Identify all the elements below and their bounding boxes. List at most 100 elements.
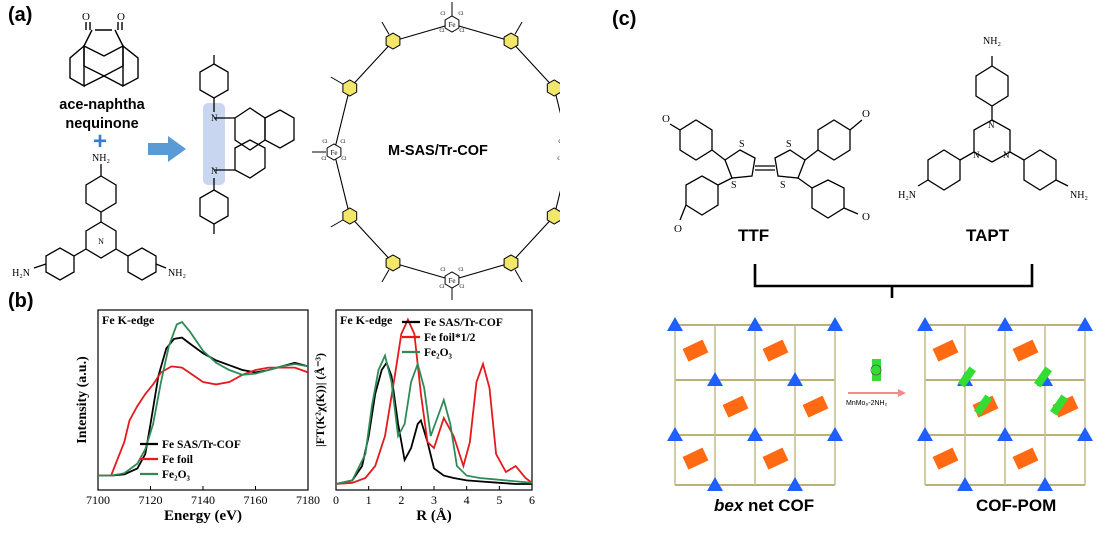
cl-label: Cl (439, 284, 445, 290)
ttf-block (1012, 447, 1039, 470)
aldehyde-o: O (862, 108, 870, 120)
fe-label: Fe (449, 277, 456, 285)
fe-label: Fe (449, 21, 456, 29)
triazine-ring (503, 254, 519, 272)
cof-bond (349, 215, 394, 264)
legend-label: Fe SAS/Tr-COF (162, 439, 241, 451)
triazine-ring (385, 254, 401, 272)
amine-left-label: H₂N (12, 268, 30, 279)
cof-bond (451, 262, 512, 281)
highlight-box (203, 103, 225, 185)
series-line (335, 317, 533, 485)
reagent-name-line1: ace-naphtha (59, 97, 145, 113)
cof-bond (451, 23, 512, 42)
fe-label: Fe (331, 149, 338, 157)
triazine-node (667, 427, 683, 441)
aldehyde-o: O (862, 211, 870, 223)
reaction-arrow (148, 136, 186, 162)
triazine-node (707, 372, 723, 386)
cof-bond (392, 262, 453, 281)
series-line (98, 336, 309, 477)
pom-cluster (957, 366, 977, 388)
cof-bond (510, 215, 555, 264)
series-line (335, 360, 532, 485)
pom-cluster (872, 359, 881, 381)
fe-site (444, 15, 460, 33)
cof-pom-label: COF-POM (976, 496, 1057, 515)
x-tick-label: 7160 (244, 493, 268, 507)
y-axis-title: |FT(K²χ(K))| (Å⁻³) (313, 353, 327, 447)
panel-c-monomers: S S S S O O O O NH₂ H₂N NH₂ N N N (662, 36, 1088, 298)
triazine-node (997, 317, 1013, 331)
x-axis-title: Energy (eV) (164, 508, 242, 524)
tapt-amine-right: NH₂ (1070, 190, 1088, 201)
triazine-n: N (973, 150, 980, 160)
cof-branch (330, 76, 344, 85)
x-tick-label: 1 (366, 493, 372, 507)
plus-sign: + (93, 128, 108, 155)
cof-branch (381, 21, 390, 35)
triazine-node (997, 427, 1013, 441)
cof-bond (510, 40, 555, 89)
x-tick-label: 0 (333, 493, 339, 507)
pom-cluster (1049, 394, 1069, 416)
ttf-block (762, 447, 789, 470)
ttf-block (722, 395, 749, 418)
triazine-node (917, 317, 933, 331)
ttf-block (932, 447, 959, 470)
x-tick-label: 7180 (296, 493, 320, 507)
legend-label: Fe SAS/Tr-COF (424, 317, 503, 329)
ttf-block (932, 339, 959, 362)
cof-bond (392, 23, 453, 42)
series-line (98, 320, 309, 477)
exafs-plot: 0 1 2 3 4 5 6 Fe K-edge R (Å) |FT(K²χ(K))| (Å⁻³) F… (313, 309, 535, 524)
cl-label: Cl (341, 156, 347, 162)
cl-label: Cl (459, 284, 465, 290)
xanes-plot: 7100 7120 7140 7160 7180 Fe K-edge Energy (eV)… (75, 309, 320, 524)
x-tick-label: 3 (431, 493, 437, 507)
x-axis-title: R (Å) (416, 508, 451, 524)
combination-brace (753, 264, 1034, 298)
cof-triazine-nodes: FeClClClClFeClClClClFeClClClClFeClClClCl (312, 2, 560, 300)
cl-label: Cl (558, 139, 560, 145)
tapt-structure-a (33, 164, 167, 281)
triazine-ring (342, 79, 358, 97)
series-line (335, 352, 533, 485)
framework-label: M-SAS/Tr-COF (388, 143, 488, 159)
fe-site (326, 143, 342, 161)
legend-label: Fe foil*1/2 (424, 332, 476, 344)
cof-bond (333, 87, 351, 153)
edge-label: Fe K-edge (340, 313, 393, 327)
bex-net-cof-label: bex net COF (714, 496, 814, 516)
panel-a-scheme: O O NH₂ H₂N NH₂ N N N (12, 2, 560, 300)
imine-n-label: N (211, 166, 218, 176)
cl-label: Cl (458, 11, 464, 17)
triazine-n: N (98, 237, 104, 246)
sulfur-label: S (731, 180, 737, 191)
panel-label-a: (a) (8, 4, 33, 26)
triazine-node (957, 477, 973, 491)
triazine-node (787, 477, 803, 491)
cl-label: Cl (440, 267, 446, 273)
edge-label: Fe K-edge (102, 313, 155, 327)
aldehyde-o: O (662, 113, 670, 125)
reagent-name-line2: nequinone (65, 116, 139, 132)
legend-label: Fe₂O₃ (162, 469, 191, 481)
ttf-block (1052, 395, 1079, 418)
pom-loading-arrow (848, 359, 906, 397)
series-line (98, 365, 309, 477)
cl-label: Cl (557, 156, 560, 162)
cof-bond (553, 190, 560, 217)
cof-branch (330, 219, 344, 228)
legend-label: Fe foil (162, 454, 193, 466)
ttf-block (762, 339, 789, 362)
cof-bond (553, 87, 560, 114)
ttf-block (1012, 339, 1039, 362)
cl-label: Cl (321, 156, 327, 162)
cof-branch (381, 269, 390, 283)
cl-label: Cl (458, 267, 464, 273)
amine-right-label: NH₂ (168, 268, 186, 279)
triazine-node (1077, 317, 1093, 331)
acenaphthenequinone-structure (69, 22, 139, 88)
triazine-ring (385, 32, 401, 50)
